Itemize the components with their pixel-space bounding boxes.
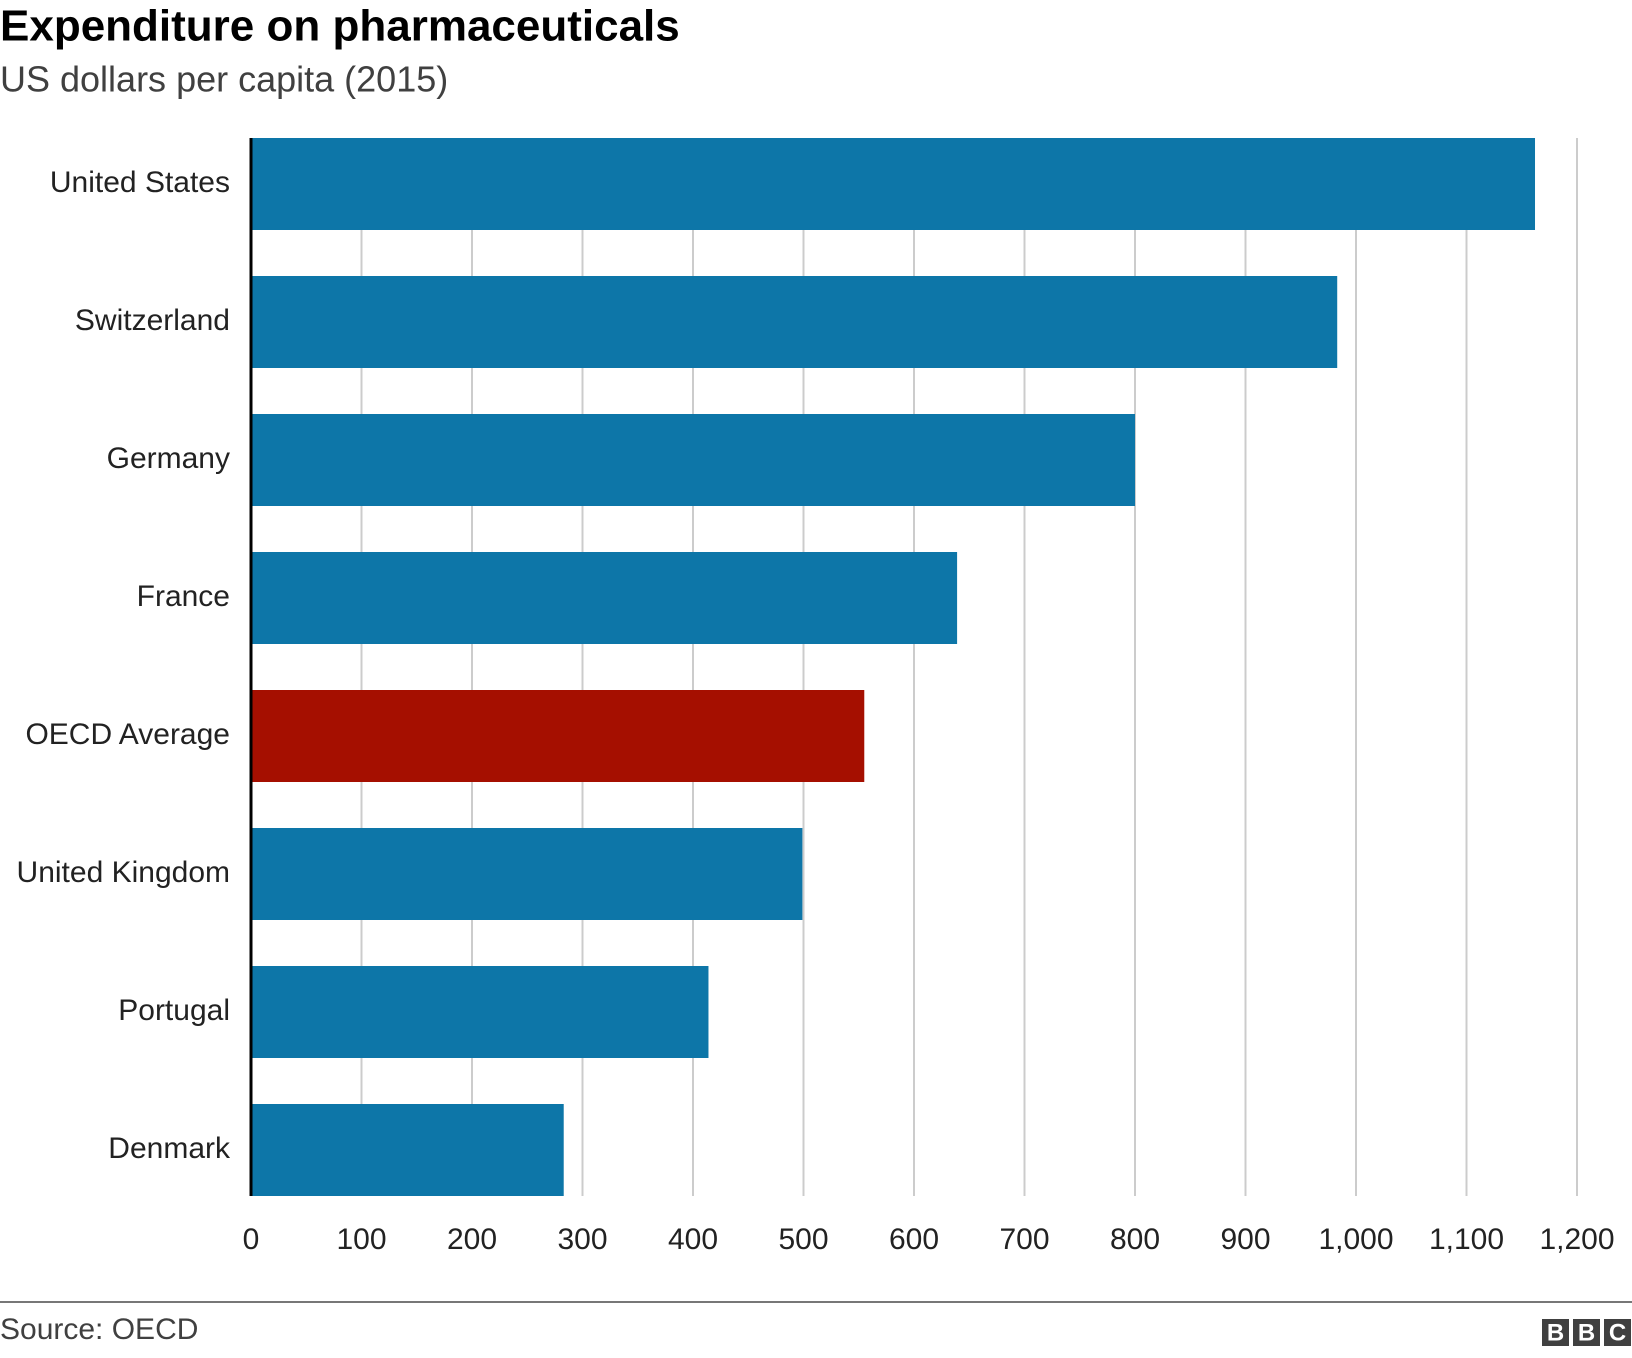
bar [251,552,958,644]
category-label: Switzerland [75,304,230,337]
category-label: Portugal [118,994,230,1027]
x-tick-label: 300 [557,1223,607,1256]
logo-letter: B [1547,1319,1564,1346]
category-label: France [137,580,230,613]
chart-title: Expenditure on pharmaceuticals [0,2,680,51]
bar [251,966,709,1058]
x-tick-label: 100 [336,1223,386,1256]
category-label: Germany [107,442,230,475]
x-tick-label: 1,100 [1429,1223,1504,1256]
x-tick-label: 0 [243,1223,260,1256]
category-label: United States [50,166,230,199]
bar [251,1104,564,1196]
x-tick-label: 400 [668,1223,718,1256]
bar [251,828,803,920]
bar [251,276,1338,368]
x-tick-label: 700 [999,1223,1049,1256]
x-tick-label: 1,000 [1318,1223,1393,1256]
x-tick-label: 1,200 [1539,1223,1614,1256]
logo-box [1542,1319,1569,1346]
logo-box [1604,1319,1631,1346]
bar [251,690,865,782]
bar [251,414,1135,506]
x-tick-label: 200 [447,1223,497,1256]
source: Source: OECD [0,1313,198,1346]
x-tick-label: 900 [1220,1223,1270,1256]
logo-letter: C [1609,1319,1626,1346]
category-label: Denmark [108,1132,231,1165]
x-tick-label: 600 [889,1223,939,1256]
x-tick-label: 500 [778,1223,828,1256]
category-label: United Kingdom [17,856,230,889]
category-label: OECD Average [25,718,230,751]
logo-letter: B [1578,1319,1595,1346]
bar [251,138,1536,230]
chart-subtitle: US dollars per capita (2015) [0,59,448,100]
x-tick-label: 800 [1110,1223,1160,1256]
logo-box [1573,1319,1600,1346]
